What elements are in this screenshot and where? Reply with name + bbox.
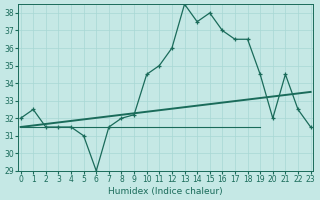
- X-axis label: Humidex (Indice chaleur): Humidex (Indice chaleur): [108, 187, 223, 196]
